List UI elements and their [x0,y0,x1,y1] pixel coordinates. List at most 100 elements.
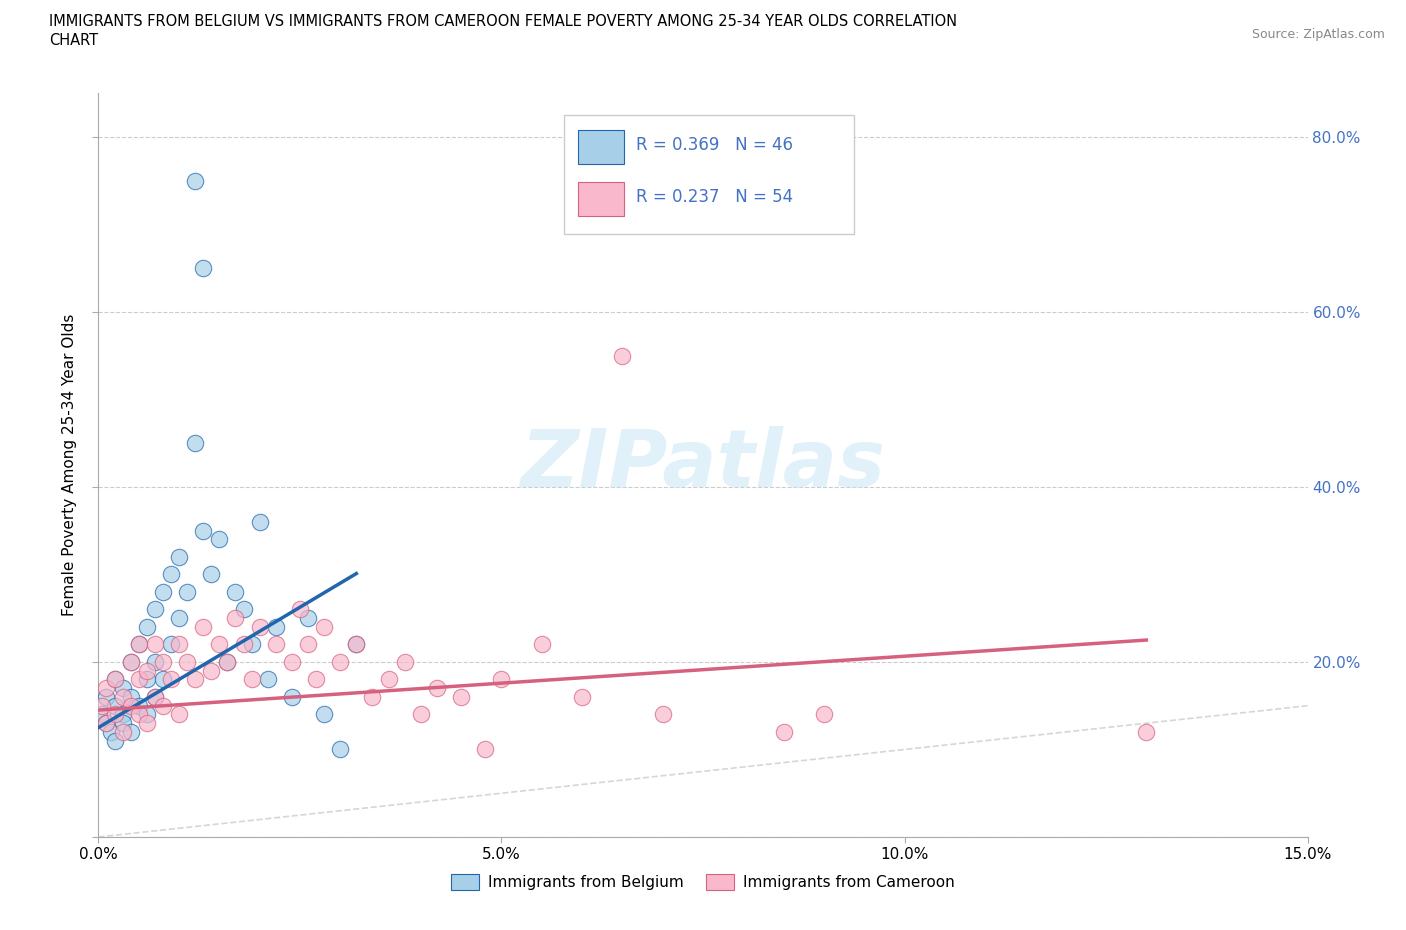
Point [167,707,190,722]
Point [103,698,125,713]
Point [208,532,231,547]
Text: CHART: CHART [49,33,98,47]
Point [491,672,513,687]
Point [377,672,399,687]
Point [160,567,183,582]
Point [249,514,271,529]
Point [135,707,157,722]
Point [264,637,287,652]
Point [128,637,150,652]
Point [143,637,166,652]
Point [314,707,336,722]
Point [256,672,278,687]
Point [152,672,174,687]
Point [813,707,835,722]
Point [111,724,134,739]
Point [224,584,246,599]
Point [249,619,271,634]
Point [152,655,174,670]
Point [120,655,142,670]
Point [240,637,263,652]
Point [217,655,239,670]
Point [208,637,231,652]
Point [232,602,254,617]
Point [143,655,166,670]
Point [474,742,496,757]
Point [128,672,150,687]
Bar [578,182,624,216]
Point [240,672,263,687]
Point [128,698,150,713]
Point [120,655,142,670]
Point [329,655,352,670]
Point [120,698,142,713]
Text: R = 0.369   N = 46: R = 0.369 N = 46 [637,136,793,154]
Point [288,602,311,617]
Point [651,707,673,722]
Point [120,724,142,739]
Text: R = 0.237   N = 54: R = 0.237 N = 54 [637,188,793,206]
Point [135,672,157,687]
Point [160,672,183,687]
Point [184,173,207,188]
Point [305,672,328,687]
Point [176,655,198,670]
Point [1135,724,1157,739]
Point [143,602,166,617]
Point [128,637,150,652]
Point [128,707,150,722]
Point [200,567,222,582]
Point [103,672,125,687]
Point [184,435,207,450]
Point [103,733,125,748]
Y-axis label: Female Poverty Among 25-34 Year Olds: Female Poverty Among 25-34 Year Olds [62,313,77,617]
Point [111,689,134,704]
Point [96,716,118,731]
Point [91,698,114,713]
Point [232,637,254,652]
Point [143,689,166,704]
Point [103,707,125,722]
Point [160,637,183,652]
Point [193,260,215,275]
Point [152,584,174,599]
Point [111,707,134,722]
Point [96,716,118,731]
Point [344,637,367,652]
Point [135,663,157,678]
Legend: Immigrants from Belgium, Immigrants from Cameroon: Immigrants from Belgium, Immigrants from… [446,868,960,897]
Point [217,655,239,670]
Point [167,637,190,652]
Point [409,707,432,722]
Point [329,742,352,757]
Point [297,611,319,626]
Point [111,716,134,731]
Point [772,724,794,739]
Point [530,637,553,652]
Point [612,348,634,363]
Point [184,672,207,687]
Point [167,611,190,626]
Point [361,689,384,704]
Point [120,689,142,704]
Point [167,550,190,565]
Bar [578,130,624,164]
Point [135,716,157,731]
Point [176,584,198,599]
Point [224,611,246,626]
Point [100,724,122,739]
Text: Source: ZipAtlas.com: Source: ZipAtlas.com [1251,28,1385,41]
Point [96,689,118,704]
Point [281,689,304,704]
Point [91,707,114,722]
Point [281,655,304,670]
Point [135,619,157,634]
Point [152,698,174,713]
Point [571,689,593,704]
FancyBboxPatch shape [564,115,855,234]
Text: ZIPatlas: ZIPatlas [520,426,886,504]
Point [103,672,125,687]
Point [450,689,472,704]
Point [297,637,319,652]
Point [193,524,215,538]
